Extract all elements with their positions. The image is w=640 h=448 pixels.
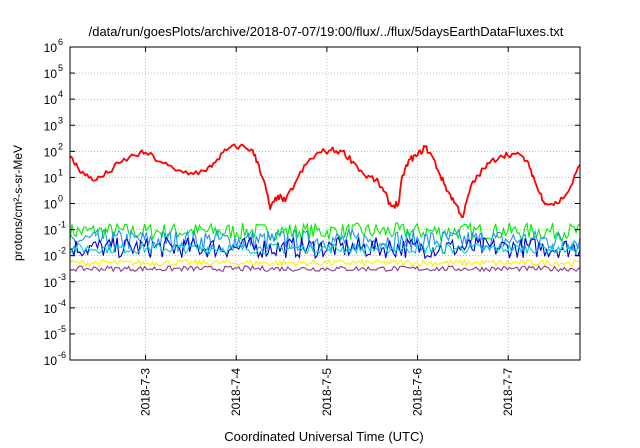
y-tick-label: 10 [44, 354, 58, 368]
series-lines [69, 143, 581, 219]
y-tick-exponent: 6 [58, 37, 63, 47]
y-tick-label: 10 [44, 171, 58, 185]
y-tick-exponent: 2 [58, 141, 63, 151]
x-tick-label: 2018-7-7 [501, 368, 515, 416]
y-tick-exponent: -6 [58, 350, 66, 360]
y-tick-exponent: 1 [58, 167, 63, 177]
x-axis: 2018-7-3 2018-7-4 2018-7-5 2018-7-6 2018-7-7 [139, 47, 515, 416]
y-tick-exponent: -3 [58, 272, 66, 282]
flux-band-5 [69, 264, 581, 273]
x-tick-label: 2018-7-3 [139, 368, 153, 416]
y-tick-exponent: -4 [58, 298, 66, 308]
x-tick-label: 2018-7-5 [320, 368, 334, 416]
y-tick-label: 10 [44, 276, 58, 290]
y-tick-label: 10 [44, 250, 58, 264]
y-tick-label: 10 [44, 119, 58, 133]
y-tick-label: 10 [44, 145, 58, 159]
y-tick-label: 10 [44, 93, 58, 107]
y-tick-label: 10 [44, 41, 58, 55]
flux-bands [69, 221, 581, 273]
y-axis: 10 -610 -510 -410 -310 -210 -110 010 110 210 310 41… [44, 37, 580, 368]
chart-title: /data/run/goesPlots/archive/2018-07-07/1… [89, 24, 564, 39]
y-tick-label: 10 [44, 302, 58, 316]
y-tick-exponent: -5 [58, 324, 66, 334]
y-tick-exponent: 0 [58, 194, 63, 204]
series-line-0 [69, 143, 581, 219]
x-tick-label: 2018-7-4 [229, 368, 243, 416]
y-tick-label: 10 [44, 67, 58, 81]
y-tick-exponent: 4 [58, 89, 63, 99]
flux-band-3 [69, 241, 581, 256]
y-tick-exponent: 3 [58, 115, 63, 125]
x-tick-label: 2018-7-6 [411, 368, 425, 416]
y-tick-label: 10 [44, 224, 58, 238]
y-axis-label: protons/cm²-s-sr-MeV [11, 145, 25, 261]
flux-band-4 [69, 258, 581, 268]
y-tick-exponent: -2 [58, 246, 66, 256]
y-tick-label: 10 [44, 198, 58, 212]
flux-band-1 [69, 228, 581, 253]
flux-band-0 [69, 221, 581, 242]
y-tick-exponent: 5 [58, 63, 63, 73]
y-tick-exponent: -1 [58, 220, 66, 230]
x-axis-label: Coordinated Universal Time (UTC) [224, 429, 423, 444]
grid [70, 47, 580, 360]
y-tick-label: 10 [44, 328, 58, 342]
